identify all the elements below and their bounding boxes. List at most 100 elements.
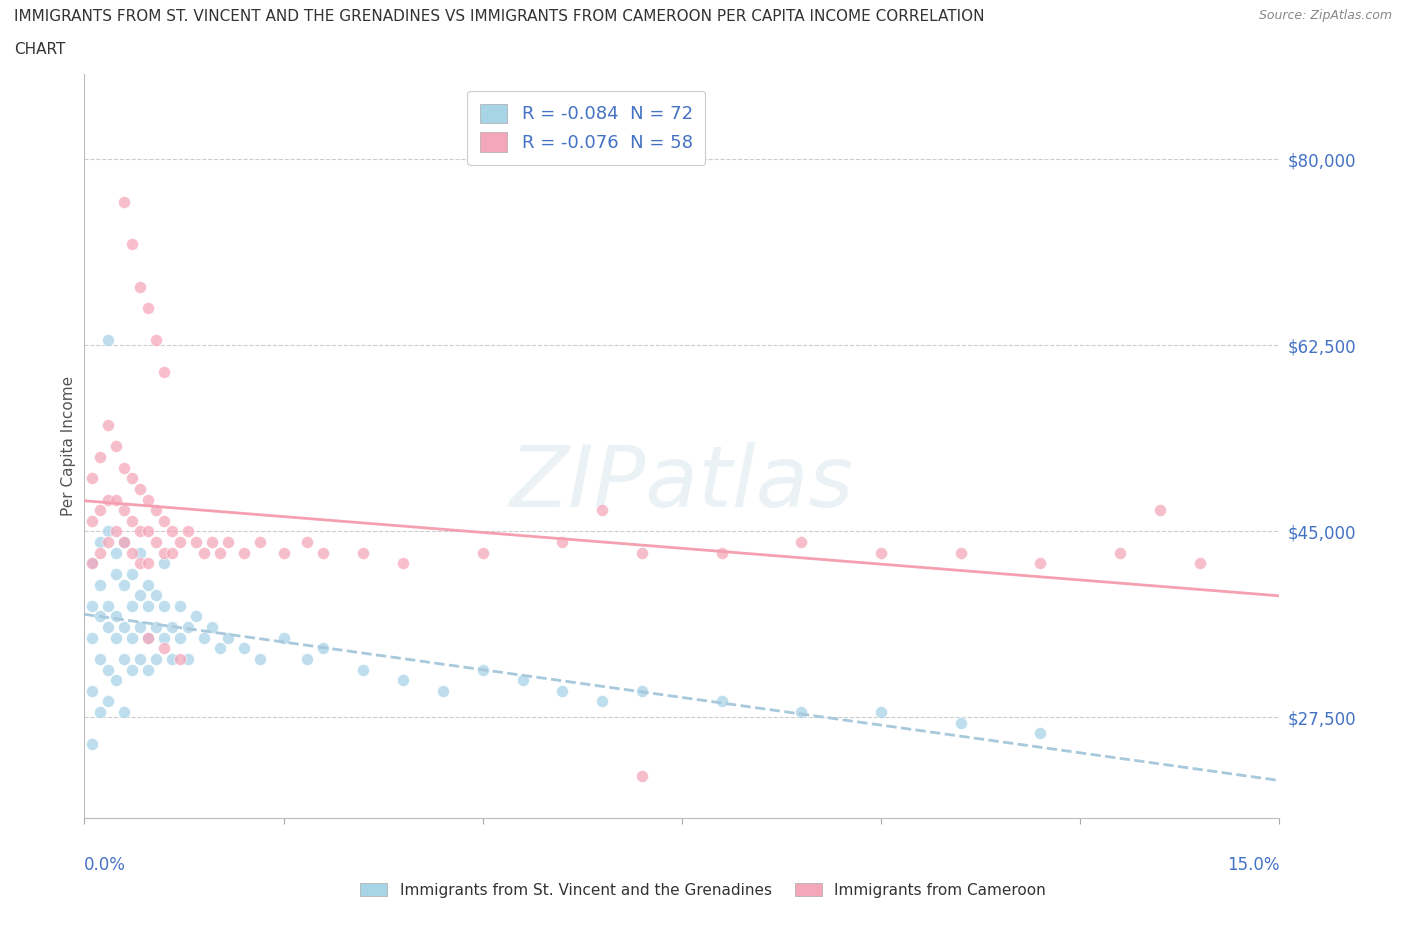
Point xyxy=(82,471,104,485)
Point xyxy=(82,737,104,751)
Point xyxy=(121,237,143,252)
Point xyxy=(1188,556,1211,571)
Text: Source: ZipAtlas.com: Source: ZipAtlas.com xyxy=(1258,9,1392,22)
Point xyxy=(1149,503,1171,518)
Point xyxy=(89,449,111,464)
Point xyxy=(121,598,143,613)
Point xyxy=(631,545,654,560)
Point xyxy=(97,418,120,432)
Point xyxy=(208,641,231,656)
Point xyxy=(193,631,215,645)
Point xyxy=(160,652,183,667)
Text: 15.0%: 15.0% xyxy=(1227,856,1279,873)
Point xyxy=(121,662,143,677)
Point xyxy=(949,545,972,560)
Point xyxy=(297,652,319,667)
Point xyxy=(1029,726,1052,741)
Point xyxy=(145,619,167,634)
Point xyxy=(97,662,120,677)
Point xyxy=(105,545,128,560)
Point xyxy=(82,598,104,613)
Point xyxy=(145,503,167,518)
Point xyxy=(177,619,200,634)
Point xyxy=(232,545,254,560)
Point xyxy=(97,598,120,613)
Point xyxy=(177,524,200,538)
Legend: Immigrants from St. Vincent and the Grenadines, Immigrants from Cameroon: Immigrants from St. Vincent and the Gren… xyxy=(354,876,1052,904)
Point xyxy=(710,545,733,560)
Point xyxy=(249,535,271,550)
Point xyxy=(297,535,319,550)
Point xyxy=(949,715,972,730)
Point xyxy=(89,609,111,624)
Point xyxy=(121,545,143,560)
Point xyxy=(97,492,120,507)
Point xyxy=(153,365,176,379)
Point xyxy=(89,652,111,667)
Point xyxy=(105,672,128,687)
Point xyxy=(184,535,207,550)
Point xyxy=(97,694,120,709)
Point xyxy=(121,513,143,528)
Point xyxy=(273,545,295,560)
Point xyxy=(89,503,111,518)
Point xyxy=(112,535,135,550)
Point xyxy=(89,705,111,720)
Point xyxy=(105,524,128,538)
Point xyxy=(112,194,135,209)
Text: ZIPatlas: ZIPatlas xyxy=(510,442,853,525)
Point xyxy=(160,619,183,634)
Point xyxy=(153,513,176,528)
Text: 0.0%: 0.0% xyxy=(84,856,127,873)
Point xyxy=(153,545,176,560)
Point xyxy=(432,684,454,698)
Point xyxy=(1109,545,1132,560)
Point xyxy=(136,598,159,613)
Point xyxy=(145,333,167,348)
Point xyxy=(591,503,613,518)
Point xyxy=(184,609,207,624)
Point xyxy=(97,535,120,550)
Point xyxy=(145,652,167,667)
Point xyxy=(153,598,176,613)
Point xyxy=(136,556,159,571)
Point xyxy=(129,556,152,571)
Point xyxy=(551,535,574,550)
Point xyxy=(112,460,135,475)
Legend: R = -0.084  N = 72, R = -0.076  N = 58: R = -0.084 N = 72, R = -0.076 N = 58 xyxy=(467,91,706,165)
Point xyxy=(129,588,152,603)
Point xyxy=(136,578,159,592)
Point xyxy=(160,545,183,560)
Point xyxy=(105,566,128,581)
Point xyxy=(1029,556,1052,571)
Point xyxy=(89,535,111,550)
Point xyxy=(82,513,104,528)
Point xyxy=(112,535,135,550)
Point xyxy=(129,652,152,667)
Point xyxy=(790,705,813,720)
Point xyxy=(169,535,191,550)
Point xyxy=(112,705,135,720)
Point xyxy=(551,684,574,698)
Point xyxy=(89,545,111,560)
Point xyxy=(392,556,415,571)
Text: IMMIGRANTS FROM ST. VINCENT AND THE GRENADINES VS IMMIGRANTS FROM CAMEROON PER C: IMMIGRANTS FROM ST. VINCENT AND THE GREN… xyxy=(14,9,984,24)
Point xyxy=(121,566,143,581)
Point xyxy=(112,652,135,667)
Point xyxy=(512,672,534,687)
Point xyxy=(591,694,613,709)
Point xyxy=(232,641,254,656)
Point xyxy=(121,631,143,645)
Point xyxy=(160,524,183,538)
Point xyxy=(136,631,159,645)
Point xyxy=(273,631,295,645)
Point xyxy=(112,503,135,518)
Point xyxy=(201,535,224,550)
Point xyxy=(136,662,159,677)
Point xyxy=(112,619,135,634)
Point xyxy=(136,492,159,507)
Point xyxy=(129,482,152,497)
Point xyxy=(136,524,159,538)
Point xyxy=(249,652,271,667)
Point xyxy=(471,545,494,560)
